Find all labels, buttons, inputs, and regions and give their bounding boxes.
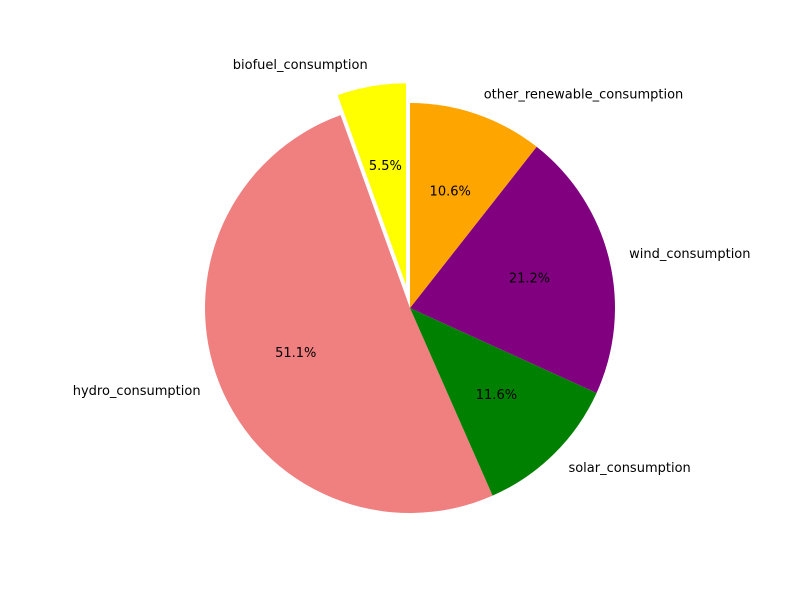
slice-percent-wind-consumption: 21.2%	[509, 271, 550, 286]
slice-label-hydro-consumption: hydro_consumption	[73, 384, 201, 399]
pie-slice-other-renewable-consumption	[410, 103, 537, 308]
slice-label-other-renewable-consumption: other_renewable_consumption	[484, 87, 684, 102]
slice-label-wind-consumption: wind_consumption	[629, 247, 750, 262]
pie-labels: biofuel_consumption 5.5% hydro_consumption…	[73, 58, 751, 476]
slice-label-biofuel-consumption: biofuel_consumption	[233, 58, 368, 73]
pie-slice-hydro-consumption	[205, 115, 493, 513]
slice-percent-other-renewable-consumption: 10.6%	[430, 184, 471, 199]
pie-slice-solar-consumption	[410, 308, 597, 496]
pie-slice-biofuel-consumption	[336, 82, 407, 288]
pie-slice-wind-consumption	[410, 146, 615, 393]
slice-percent-solar-consumption: 11.6%	[476, 388, 517, 403]
slice-percent-hydro-consumption: 51.1%	[275, 346, 316, 361]
pie-slices	[205, 82, 615, 513]
slice-percent-biofuel-consumption: 5.5%	[369, 159, 402, 174]
slice-label-solar-consumption: solar_consumption	[568, 461, 690, 476]
